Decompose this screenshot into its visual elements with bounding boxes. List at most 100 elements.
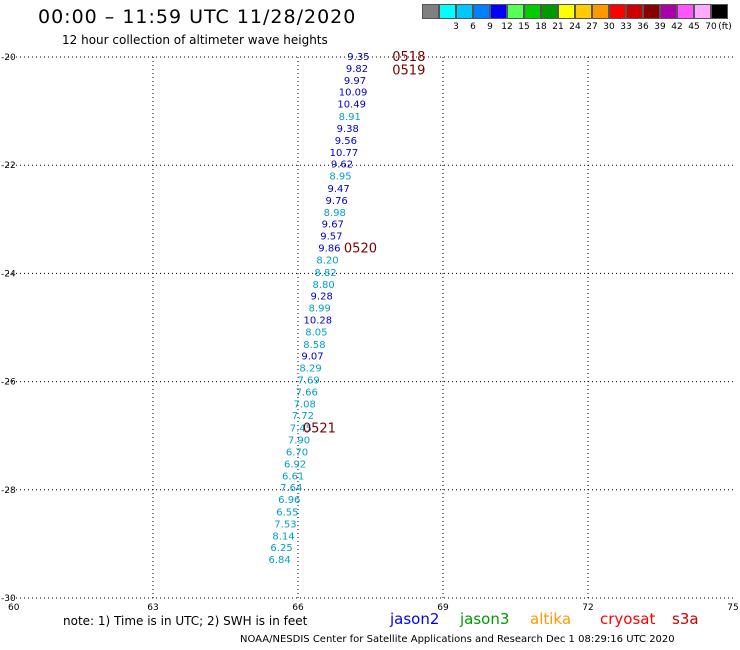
lat-label: -24 bbox=[1, 269, 16, 279]
satellite-name: jason3 bbox=[460, 610, 510, 628]
wave-height-value: 8.14 bbox=[272, 531, 294, 542]
legend-label: 39 bbox=[654, 22, 666, 32]
pass-time-label: 0521 bbox=[303, 422, 336, 437]
legend-label: 21 bbox=[552, 22, 564, 32]
legend-label: 45 bbox=[688, 22, 700, 32]
wave-height-value: 9.35 bbox=[347, 52, 369, 63]
legend-swatch bbox=[490, 4, 507, 19]
wave-height-value: 7.90 bbox=[288, 436, 310, 447]
wave-height-value: 7.08 bbox=[294, 399, 316, 410]
legend-label: 24 bbox=[569, 22, 581, 32]
lon-label: 63 bbox=[147, 603, 158, 613]
legend-label: 36 bbox=[637, 22, 649, 32]
wave-height-value: 10.09 bbox=[339, 88, 368, 99]
legend-swatch bbox=[660, 4, 677, 19]
wave-height-value: 9.62 bbox=[331, 160, 353, 171]
wave-height-value: 7.64 bbox=[280, 483, 302, 494]
legend-swatch bbox=[422, 4, 439, 19]
wave-height-value: 6.96 bbox=[278, 495, 300, 506]
wave-height-value: 10.49 bbox=[337, 100, 366, 111]
wave-height-value: 8.20 bbox=[316, 255, 338, 266]
legend-swatch bbox=[456, 4, 473, 19]
legend-swatch bbox=[694, 4, 711, 19]
lon-label: 66 bbox=[292, 603, 304, 613]
credit-line: NOAA/NESDIS Center for Satellite Applica… bbox=[240, 634, 675, 645]
wave-height-value: 9.38 bbox=[337, 124, 359, 135]
lat-label: -22 bbox=[1, 161, 16, 171]
satellite-name: altika bbox=[530, 610, 572, 628]
wave-height-value: 7.53 bbox=[274, 519, 296, 530]
wave-height-value: 8.91 bbox=[339, 112, 361, 123]
wave-height-value: 7.45 bbox=[290, 424, 312, 435]
pass-time-label: 0519 bbox=[392, 64, 425, 79]
legend-swatch bbox=[541, 4, 558, 19]
wave-height-value: 6.84 bbox=[269, 555, 291, 566]
map-subtitle: 12 hour collection of altimeter wave hei… bbox=[62, 33, 328, 47]
wave-height-value: 6.92 bbox=[284, 459, 306, 470]
lon-label: 75 bbox=[727, 603, 738, 613]
legend-label: 30 bbox=[603, 22, 615, 32]
lon-label: 72 bbox=[582, 603, 593, 613]
legend-swatch bbox=[677, 4, 694, 19]
wave-height-value: 9.07 bbox=[301, 352, 323, 363]
wave-height-value: 8.80 bbox=[312, 280, 334, 291]
legend-label: 70 bbox=[705, 22, 717, 32]
wave-height-value: 9.67 bbox=[322, 220, 344, 231]
legend-swatch bbox=[439, 4, 456, 19]
legend-swatch bbox=[558, 4, 575, 19]
wave-height-value: 9.47 bbox=[327, 184, 349, 195]
legend-swatch bbox=[626, 4, 643, 19]
wave-height-value: 8.98 bbox=[324, 208, 346, 219]
legend-label: 27 bbox=[586, 22, 598, 32]
wave-height-value: 9.57 bbox=[320, 232, 342, 243]
legend-swatch bbox=[524, 4, 541, 19]
legend-label: 42 bbox=[671, 22, 683, 32]
wave-height-value: 8.29 bbox=[299, 364, 321, 375]
legend-unit: (ft) bbox=[718, 22, 732, 32]
satellite-name: jason2 bbox=[390, 610, 440, 628]
legend-label: 6 bbox=[470, 22, 476, 32]
color-legend bbox=[422, 4, 728, 19]
legend-label: 12 bbox=[501, 22, 513, 32]
wave-height-value: 10.77 bbox=[330, 148, 359, 159]
wave-height-value: 9.76 bbox=[326, 196, 348, 207]
lat-label: -28 bbox=[1, 486, 16, 496]
wave-height-value: 7.66 bbox=[296, 387, 318, 398]
legend-label: 9 bbox=[487, 22, 493, 32]
wave-height-value: 9.56 bbox=[335, 136, 357, 147]
wave-height-value: 6.70 bbox=[286, 447, 308, 458]
satellite-name: cryosat bbox=[600, 610, 656, 628]
wave-height-value: 8.99 bbox=[309, 304, 331, 315]
wave-height-value: 10.28 bbox=[303, 315, 332, 326]
legend-label: 18 bbox=[535, 22, 547, 32]
lat-label: -26 bbox=[1, 378, 16, 388]
lat-label: -30 bbox=[1, 594, 16, 604]
wave-height-value: 7.69 bbox=[298, 376, 320, 387]
wave-height-value: 8.05 bbox=[305, 327, 327, 338]
wave-height-value: 8.95 bbox=[329, 172, 351, 183]
pass-time-label: 0520 bbox=[344, 242, 377, 257]
legend-swatch bbox=[473, 4, 490, 19]
legend-swatch bbox=[575, 4, 592, 19]
wave-height-value: 6.61 bbox=[282, 471, 304, 482]
wave-height-value: 6.25 bbox=[270, 543, 292, 554]
legend-swatch bbox=[711, 4, 728, 19]
wave-height-value: 9.28 bbox=[311, 292, 333, 303]
legend-swatch bbox=[507, 4, 524, 19]
lat-label: -20 bbox=[1, 53, 16, 63]
satellite-name: s3a bbox=[672, 610, 699, 628]
legend-label: 3 bbox=[453, 22, 459, 32]
wave-height-value: 6.55 bbox=[276, 508, 298, 519]
wave-height-value: 9.86 bbox=[318, 244, 340, 255]
legend-swatch bbox=[643, 4, 660, 19]
wave-height-value: 7.72 bbox=[292, 411, 314, 422]
wave-height-value: 9.97 bbox=[344, 76, 366, 87]
pass-time-label: 0518 bbox=[392, 50, 425, 65]
legend-swatch bbox=[609, 4, 626, 19]
lon-label: 60 bbox=[8, 603, 20, 613]
legend-label: 33 bbox=[620, 22, 632, 32]
lon-label: 69 bbox=[437, 603, 449, 613]
wave-height-value: 8.58 bbox=[303, 340, 325, 351]
legend-swatch bbox=[592, 4, 609, 19]
